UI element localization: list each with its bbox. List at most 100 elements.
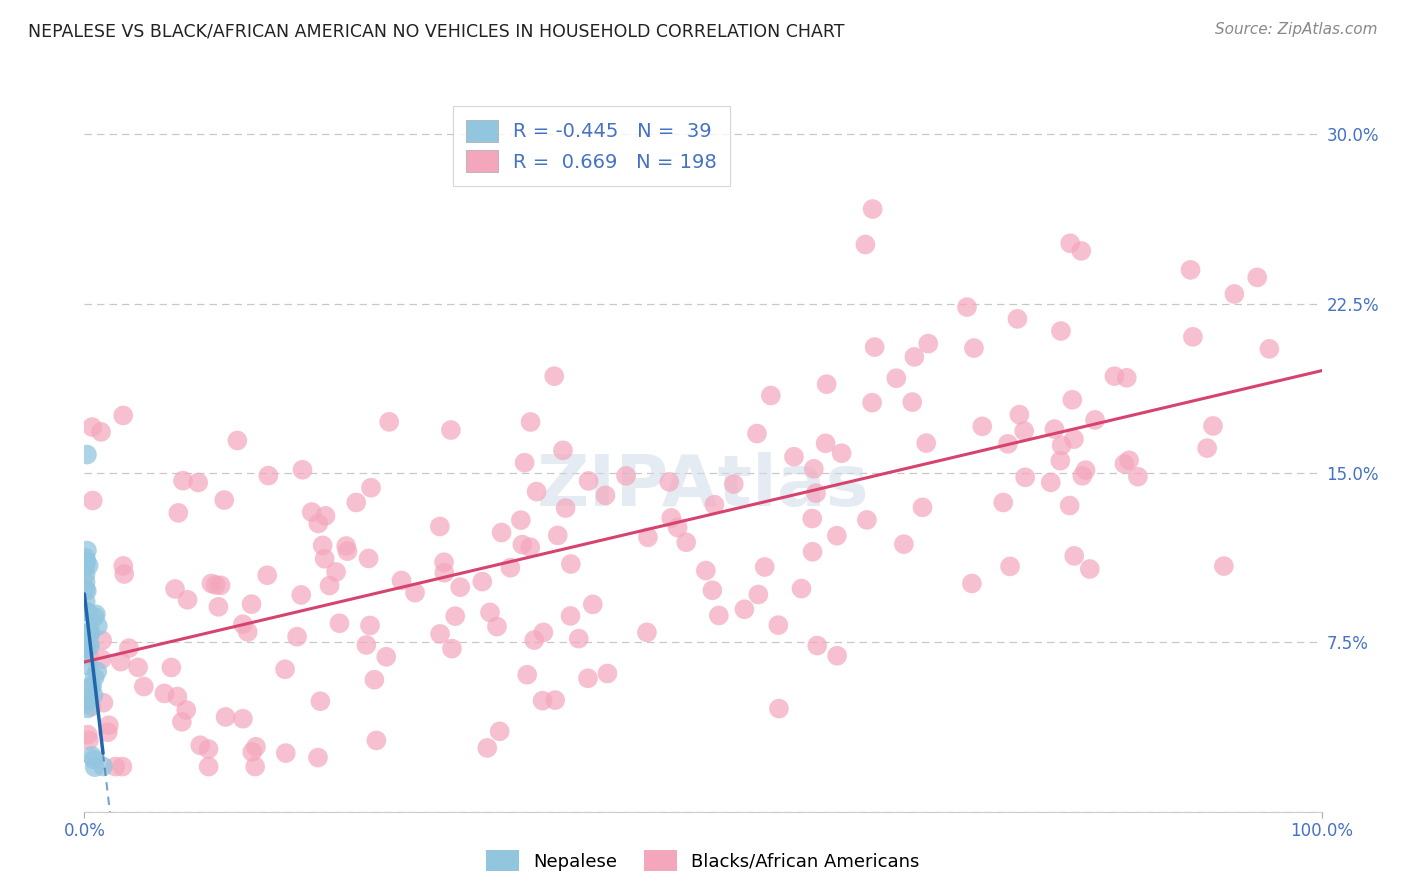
Point — [359, 618, 381, 632]
Point — [75, 697, 97, 711]
Legend: Nepalese, Blacks/African Americans: Nepalese, Blacks/African Americans — [479, 843, 927, 879]
Point — [290, 588, 312, 602]
Point — [212, 493, 235, 508]
Point — [917, 336, 939, 351]
Point — [960, 576, 983, 591]
Point — [256, 568, 278, 582]
Point — [167, 506, 190, 520]
Point — [176, 592, 198, 607]
Point — [291, 463, 314, 477]
Point — [1063, 432, 1085, 446]
Point — [783, 450, 806, 464]
Point — [1012, 424, 1035, 438]
Point — [1246, 270, 1268, 285]
Point — [519, 540, 541, 554]
Point — [429, 519, 451, 533]
Point — [309, 694, 332, 708]
Point — [112, 409, 135, 423]
Point — [860, 395, 883, 409]
Point — [301, 505, 323, 519]
Point — [76, 448, 98, 462]
Point — [166, 690, 188, 704]
Point — [75, 558, 97, 573]
Point — [170, 714, 193, 729]
Point — [856, 513, 879, 527]
Point — [433, 566, 456, 580]
Point — [75, 605, 97, 619]
Point — [658, 475, 681, 489]
Point — [77, 558, 100, 573]
Point — [488, 724, 510, 739]
Point — [160, 660, 183, 674]
Point — [433, 555, 456, 569]
Point — [197, 742, 219, 756]
Point — [560, 609, 582, 624]
Point — [596, 666, 619, 681]
Point — [1180, 263, 1202, 277]
Point — [831, 446, 853, 460]
Point — [83, 752, 105, 766]
Point — [1071, 468, 1094, 483]
Point — [76, 701, 98, 715]
Point — [1050, 324, 1073, 338]
Point — [197, 759, 219, 773]
Point — [391, 574, 413, 588]
Point — [471, 574, 494, 589]
Point — [363, 673, 385, 687]
Point — [531, 625, 554, 640]
Point — [75, 626, 97, 640]
Point — [582, 598, 605, 612]
Point — [90, 652, 112, 666]
Point — [91, 759, 114, 773]
Point — [754, 560, 776, 574]
Point — [375, 649, 398, 664]
Point — [512, 538, 534, 552]
Point — [76, 627, 98, 641]
Point — [519, 415, 541, 429]
Point — [1074, 463, 1097, 477]
Point — [998, 559, 1021, 574]
Point — [200, 576, 222, 591]
Point — [357, 551, 380, 566]
Point — [903, 350, 925, 364]
Point — [97, 718, 120, 732]
Point — [80, 748, 103, 763]
Point — [703, 498, 725, 512]
Point — [1104, 369, 1126, 384]
Point — [1043, 422, 1066, 436]
Point — [1063, 549, 1085, 563]
Point — [911, 500, 934, 515]
Point — [325, 565, 347, 579]
Point — [110, 655, 132, 669]
Point — [745, 426, 768, 441]
Point — [75, 567, 97, 582]
Point — [803, 462, 825, 476]
Point — [245, 739, 267, 754]
Point — [768, 701, 790, 715]
Point — [80, 680, 103, 694]
Point — [491, 525, 513, 540]
Point — [232, 712, 254, 726]
Point — [440, 423, 463, 437]
Point — [77, 648, 100, 662]
Point — [75, 641, 97, 656]
Point — [956, 300, 979, 314]
Point — [702, 583, 724, 598]
Point — [1070, 244, 1092, 258]
Point — [97, 725, 120, 739]
Point — [963, 341, 986, 355]
Point — [104, 759, 127, 773]
Point — [378, 415, 401, 429]
Point — [804, 486, 827, 500]
Point — [75, 550, 97, 565]
Point — [82, 688, 104, 702]
Point — [226, 434, 249, 448]
Point — [75, 595, 97, 609]
Point — [75, 555, 97, 569]
Point — [360, 481, 382, 495]
Point — [77, 658, 100, 673]
Point — [695, 564, 717, 578]
Point — [207, 599, 229, 614]
Point — [659, 511, 682, 525]
Legend: R = -0.445   N =  39, R =  0.669   N = 198: R = -0.445 N = 39, R = 0.669 N = 198 — [453, 106, 731, 186]
